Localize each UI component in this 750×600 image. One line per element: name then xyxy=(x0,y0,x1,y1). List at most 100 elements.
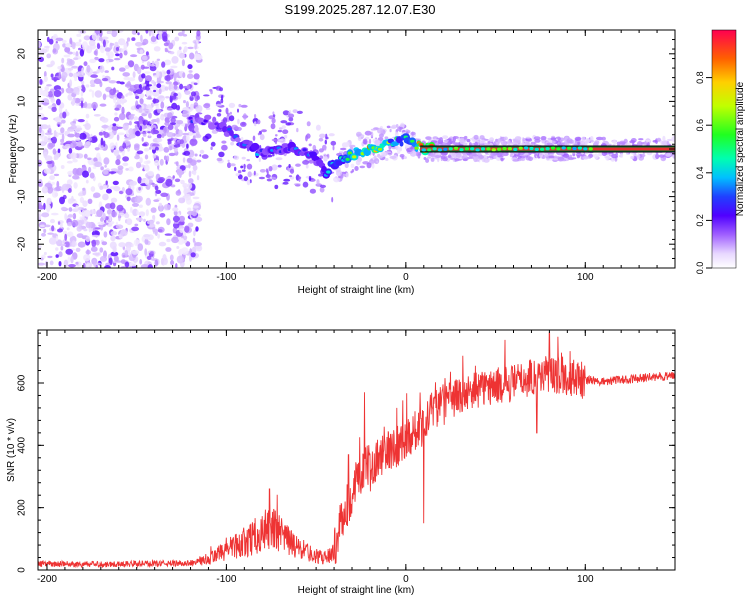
noise-blob xyxy=(187,131,194,136)
noise-blob xyxy=(71,98,75,107)
noise-blob xyxy=(141,113,148,117)
noise-blob xyxy=(94,56,99,61)
noise-blob xyxy=(83,35,91,41)
noise-blob xyxy=(333,176,341,183)
noise-blob xyxy=(177,221,184,226)
noise-blob xyxy=(283,178,291,182)
noise-blob xyxy=(181,59,185,67)
noise-blob xyxy=(176,255,185,264)
noise-blob xyxy=(373,155,377,159)
noise-blob xyxy=(70,124,77,130)
noise-blob xyxy=(129,262,137,267)
ridge-core xyxy=(572,146,577,151)
noise-blob xyxy=(195,54,203,61)
noise-blob xyxy=(72,120,76,124)
noise-blob xyxy=(399,129,402,132)
noise-blob xyxy=(175,263,178,268)
noise-blob xyxy=(80,100,84,109)
noise-blob xyxy=(145,197,151,206)
noise-blob xyxy=(68,147,73,154)
noise-blob xyxy=(116,134,120,141)
noise-blob xyxy=(94,161,103,168)
noise-blob xyxy=(490,152,497,157)
x-tick-label: 0 xyxy=(403,574,409,585)
noise-blob xyxy=(86,45,93,54)
noise-blob xyxy=(160,258,164,266)
noise-blob xyxy=(63,54,71,58)
noise-blob xyxy=(52,148,57,155)
noise-blob xyxy=(371,163,375,169)
noise-blob xyxy=(110,197,118,203)
colorbar-tick-label: 0.4 xyxy=(695,167,705,180)
noise-blob xyxy=(143,218,146,222)
noise-blob xyxy=(242,113,247,120)
noise-blob xyxy=(134,197,142,204)
noise-blob xyxy=(270,176,272,179)
noise-blob xyxy=(159,158,164,166)
noise-blob xyxy=(228,115,235,122)
noise-blob xyxy=(180,179,185,185)
noise-blob xyxy=(61,119,66,124)
x-tick-label: 100 xyxy=(577,574,594,585)
noise-blob xyxy=(144,154,149,160)
noise-blob xyxy=(279,138,286,144)
noise-blob xyxy=(178,215,185,223)
noise-blob xyxy=(115,224,124,229)
noise-blob xyxy=(384,136,389,140)
noise-blob xyxy=(425,158,430,163)
noise-blob xyxy=(288,113,295,118)
noise-blob xyxy=(135,41,143,47)
noise-blob xyxy=(150,251,154,255)
noise-blob xyxy=(71,219,79,227)
noise-blob xyxy=(257,132,260,136)
noise-blob xyxy=(64,46,71,53)
noise-blob xyxy=(110,221,115,225)
noise-blob xyxy=(51,77,59,81)
noise-blob xyxy=(67,94,73,101)
noise-blob xyxy=(228,102,236,108)
noise-blob xyxy=(38,101,42,106)
noise-blob xyxy=(154,185,159,191)
noise-blob xyxy=(326,136,329,140)
noise-blob xyxy=(478,155,484,159)
noise-blob xyxy=(194,216,203,222)
noise-blob xyxy=(662,135,666,142)
noise-blob xyxy=(190,91,197,97)
colorbar-tick-label: 0.8 xyxy=(695,71,705,84)
noise-blob xyxy=(474,141,478,147)
ridge-blob xyxy=(222,125,228,133)
noise-blob xyxy=(51,136,57,144)
noise-blob xyxy=(221,140,227,144)
noise-blob xyxy=(561,159,567,162)
noise-blob xyxy=(185,134,190,142)
noise-blob xyxy=(137,176,142,184)
noise-blob xyxy=(630,155,635,160)
noise-blob xyxy=(38,181,43,188)
noise-blob xyxy=(442,135,449,140)
noise-blob xyxy=(237,108,239,113)
noise-blob xyxy=(141,137,144,142)
ridge-core xyxy=(352,155,357,159)
noise-blob xyxy=(272,153,275,157)
noise-blob xyxy=(319,184,326,188)
y-tick-label: 600 xyxy=(17,374,28,391)
noise-blob xyxy=(385,158,389,161)
y-tick-label: -10 xyxy=(17,189,28,204)
noise-blob xyxy=(131,250,140,255)
noise-blob xyxy=(129,180,137,186)
noise-blob xyxy=(165,178,173,187)
noise-blob xyxy=(170,95,177,100)
noise-blob xyxy=(190,154,194,158)
noise-blob xyxy=(43,228,47,233)
noise-blob xyxy=(612,140,616,144)
noise-blob xyxy=(489,137,495,143)
noise-blob xyxy=(182,72,186,79)
noise-blob xyxy=(596,136,603,141)
noise-blob xyxy=(41,212,50,218)
noise-blob xyxy=(237,170,242,174)
noise-blob xyxy=(83,142,90,149)
noise-blob xyxy=(318,173,323,177)
noise-blob xyxy=(77,220,83,227)
noise-blob xyxy=(533,136,541,141)
